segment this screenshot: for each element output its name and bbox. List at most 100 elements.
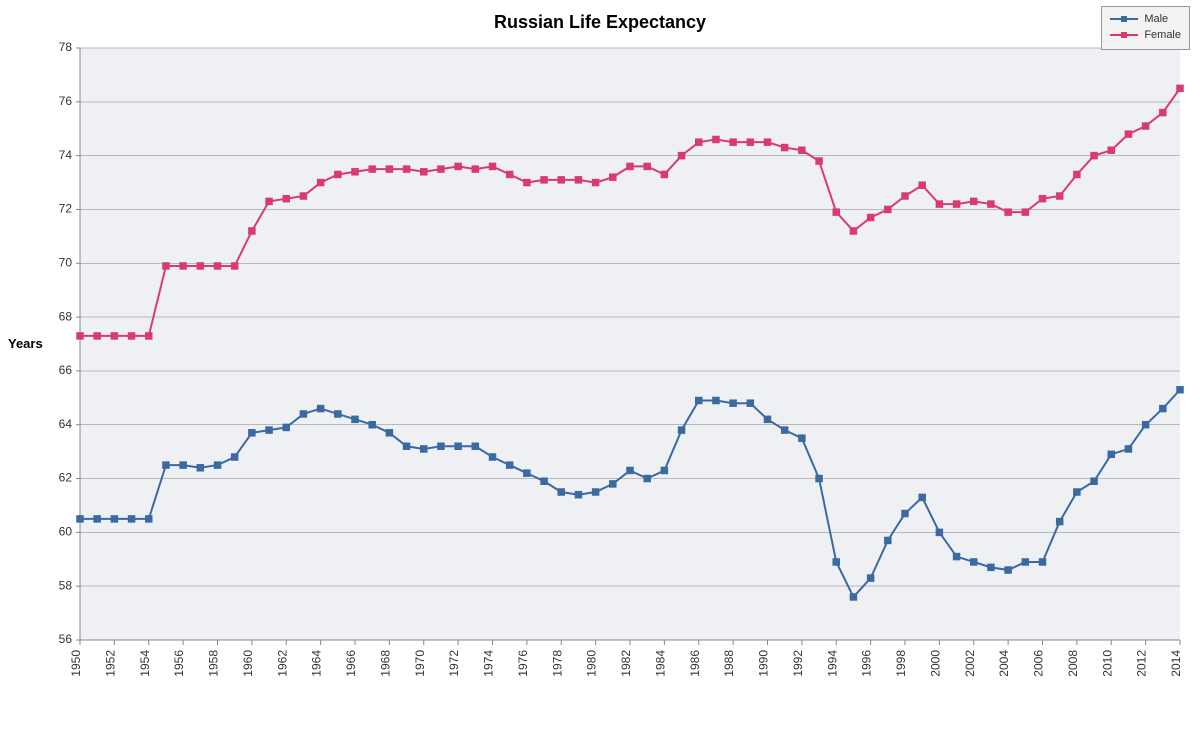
data-point [971,559,977,565]
data-point [696,398,702,404]
data-point [919,494,925,500]
line-chart: Russian Life Expectancy Years Male Femal… [0,0,1200,737]
legend-swatch-female [1110,30,1138,40]
y-tick-label: 64 [59,417,73,431]
data-point [369,422,375,428]
y-tick-label: 78 [59,40,73,54]
data-point [1108,147,1114,153]
data-point [902,511,908,517]
x-tick-label: 1990 [757,650,771,677]
data-point [524,180,530,186]
plot-area [80,48,1180,640]
data-point [300,411,306,417]
data-point [129,333,135,339]
data-point [404,166,410,172]
data-point [747,400,753,406]
data-point [421,169,427,175]
x-tick-label: 1980 [585,650,599,677]
data-point [180,263,186,269]
data-point [1074,489,1080,495]
data-point [335,171,341,177]
y-tick-label: 74 [59,148,73,162]
data-point [507,462,513,468]
x-tick-label: 1978 [550,650,564,677]
data-point [782,427,788,433]
x-tick-label: 1966 [344,650,358,677]
data-point [197,263,203,269]
data-point [558,177,564,183]
data-point [1177,85,1183,91]
data-point [94,333,100,339]
data-point [404,443,410,449]
x-tick-label: 2006 [1032,650,1046,677]
data-point [232,263,238,269]
data-point [1125,131,1131,137]
x-tick-label: 1974 [482,650,496,677]
x-tick-label: 1988 [722,650,736,677]
data-point [610,174,616,180]
x-tick-label: 1958 [207,650,221,677]
data-point [558,489,564,495]
legend-label: Male [1144,13,1168,25]
data-point [215,462,221,468]
data-point [180,462,186,468]
data-point [713,398,719,404]
data-point [1177,387,1183,393]
x-tick-label: 2000 [928,650,942,677]
data-point [490,163,496,169]
x-tick-label: 2002 [963,650,977,677]
data-point [266,427,272,433]
data-point [679,153,685,159]
data-point [1160,110,1166,116]
data-point [1125,446,1131,452]
data-point [455,443,461,449]
y-tick-label: 68 [59,309,73,323]
data-point [696,139,702,145]
data-point [197,465,203,471]
data-point [713,136,719,142]
data-point [765,416,771,422]
data-point [1091,478,1097,484]
data-point [472,443,478,449]
data-point [919,182,925,188]
data-point [868,575,874,581]
legend-label: Female [1144,29,1181,41]
data-point [386,166,392,172]
data-point [352,169,358,175]
data-point [232,454,238,460]
data-point [885,537,891,543]
chart-canvas: 5658606264666870727476781950195219541956… [0,0,1200,737]
x-tick-label: 1986 [688,650,702,677]
x-tick-label: 1962 [275,650,289,677]
data-point [77,333,83,339]
data-point [438,166,444,172]
data-point [799,147,805,153]
data-point [386,430,392,436]
data-point [472,166,478,172]
y-tick-label: 70 [59,255,73,269]
data-point [954,554,960,560]
data-point [885,206,891,212]
legend-item-female: Female [1110,27,1181,43]
y-tick-label: 56 [59,632,73,646]
data-point [782,145,788,151]
y-tick-label: 58 [59,578,73,592]
data-point [541,177,547,183]
data-point [816,476,822,482]
data-point [129,516,135,522]
data-point [335,411,341,417]
data-point [524,470,530,476]
data-point [816,158,822,164]
data-point [146,333,152,339]
y-axis-label: Years [8,336,43,351]
data-point [1057,193,1063,199]
data-point [747,139,753,145]
data-point [902,193,908,199]
data-point [833,209,839,215]
data-point [593,489,599,495]
data-point [1022,209,1028,215]
data-point [1108,451,1114,457]
data-point [1160,406,1166,412]
x-tick-label: 1968 [378,650,392,677]
data-point [507,171,513,177]
